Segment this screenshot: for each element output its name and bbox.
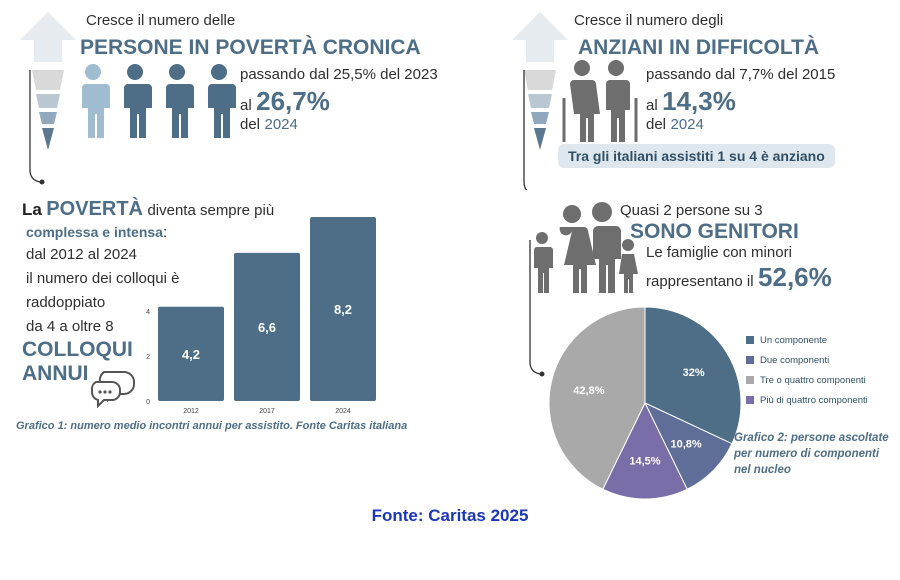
bar-category-label: 2017 — [259, 408, 275, 415]
poverty-complex-row: complessa e intensa: — [26, 224, 167, 242]
top-right-del: del — [646, 116, 667, 133]
elderly-couple-icon — [560, 58, 640, 144]
pie-legend: Un componente Due componenti Tre o quattro… — [746, 330, 868, 410]
pie-slice-4 — [602, 401, 688, 500]
parents-value-row: rappresentano il 52,6% — [646, 262, 832, 293]
parents-line2: Le famiglie con minori — [646, 244, 792, 261]
poverty-rest: diventa sempre più — [147, 202, 275, 219]
poverty-colon: : — [162, 224, 168, 241]
poverty-title-row: La POVERTÀ diventa sempre più — [22, 198, 274, 221]
top-left-al: al — [240, 97, 252, 114]
pie-caption-line-1: Grafico 2: persone ascoltate — [734, 432, 889, 444]
bar-2024 — [310, 217, 376, 401]
top-left-value-row: al 26,7% — [240, 86, 330, 117]
pie-value-label: 14,5% — [629, 456, 660, 468]
top-left-del: del — [240, 116, 261, 133]
legend-label: Più di quattro componenti — [760, 394, 868, 406]
poverty-line4: raddoppiato — [26, 294, 106, 311]
top-right-headline: ANZIANI IN DIFFICOLTÀ — [578, 36, 820, 59]
top-left-line1: passando dal 25,5% del 2023 — [240, 66, 438, 83]
legend-swatch — [746, 396, 754, 404]
person-icon-4 — [206, 64, 236, 138]
bar-value-label: 8,2 — [334, 302, 352, 317]
parents-line1: Quasi 2 persone su 3 — [620, 202, 763, 219]
top-left-value: 26,7% — [256, 86, 330, 116]
footer-source: Fonte: Caritas 2025 — [371, 506, 529, 525]
parents-value: 52,6% — [758, 262, 832, 292]
person-icon-2 — [122, 64, 152, 138]
bar-chart-caption: Grafico 1: numero medio incontri annui p… — [16, 420, 408, 432]
bar-y-tick-label: 2 — [146, 354, 150, 361]
poverty-line2: dal 2012 al 2024 — [26, 246, 137, 263]
family-timeline — [524, 240, 554, 380]
top-right-year-row: del 2024 — [646, 116, 704, 134]
legend-item: Un componente — [746, 330, 868, 350]
top-left-year: 2024 — [264, 116, 298, 133]
top-left-year-row: del 2024 — [240, 116, 298, 134]
legend-swatch — [746, 376, 754, 384]
pie-chart-caption: Grafico 2: persone ascoltate per numero … — [734, 430, 889, 478]
arrow-graphic-right — [510, 10, 570, 197]
person-icon-1 — [80, 64, 110, 138]
top-right-al: al — [646, 97, 658, 114]
bar-y-tick-label: 0 — [146, 399, 150, 406]
bar-y-tick-label: 4 — [146, 309, 150, 316]
bar-value-label: 4,2 — [182, 347, 200, 362]
poverty-line5: da 4 a oltre 8 — [26, 318, 114, 335]
top-right-intro: Cresce il numero degli — [574, 12, 724, 29]
bar-2012 — [158, 306, 224, 401]
pie-slice-1 — [644, 306, 742, 445]
bar-chart: 0 2 4 4,2 2012 6,6 2017 8,2 2024 — [146, 217, 376, 415]
legend-item: Due componenti — [746, 350, 868, 370]
legend-swatch — [746, 336, 754, 344]
legend-item: Più di quattro componenti — [746, 390, 868, 410]
pie-value-label: 32% — [683, 367, 705, 379]
legend-label: Due componenti — [760, 354, 830, 366]
pie-value-label: 10,8% — [670, 438, 701, 450]
legend-label: Un componente — [760, 334, 828, 346]
poverty-complex: complessa e intensa — [26, 224, 163, 240]
legend-label: Tre o quattro componenti — [760, 374, 866, 386]
pie-caption-line-2: per numero di componenti — [734, 448, 880, 460]
people-icons-group — [74, 62, 244, 142]
arrow-graphic-left — [18, 10, 78, 190]
bar-category-label: 2024 — [335, 408, 351, 415]
poverty-word: POVERTÀ — [46, 198, 143, 220]
top-right-value: 14,3% — [662, 86, 736, 116]
top-left-headline: PERSONE IN POVERTÀ CRONICA — [80, 36, 421, 59]
top-right-year: 2024 — [670, 116, 704, 133]
pie-value-label: 42,8% — [573, 385, 604, 397]
elderly-pill: Tra gli italiani assistiti 1 su 4 è anzi… — [558, 144, 835, 168]
bar-category-label: 2012 — [183, 408, 199, 415]
poverty-la: La — [22, 200, 42, 219]
bar-2017 — [234, 252, 300, 401]
parents-line3: rappresentano il — [646, 273, 754, 290]
top-right-line1: passando dal 7,7% del 2015 — [646, 66, 836, 83]
top-right-value-row: al 14,3% — [646, 86, 736, 117]
annui-label: ANNUI — [22, 362, 89, 385]
legend-swatch — [746, 356, 754, 364]
legend-item: Tre o quattro componenti — [746, 370, 868, 390]
family-icon — [530, 200, 640, 295]
pie-slice-3 — [548, 306, 646, 490]
colloqui-label: COLLOQUI — [22, 338, 133, 361]
pie-caption-line-3: nel nucleo — [734, 464, 791, 476]
pie-chart: 32% 10,8% 14,5% 42,8% — [548, 306, 742, 500]
poverty-line3: il numero dei colloqui è — [26, 270, 180, 287]
chat-bubbles-icon — [90, 362, 140, 409]
bar-value-label: 6,6 — [258, 320, 276, 335]
parents-headline: SONO GENITORI — [630, 220, 799, 243]
person-icon-3 — [164, 64, 194, 138]
top-left-intro: Cresce il numero delle — [86, 12, 236, 29]
